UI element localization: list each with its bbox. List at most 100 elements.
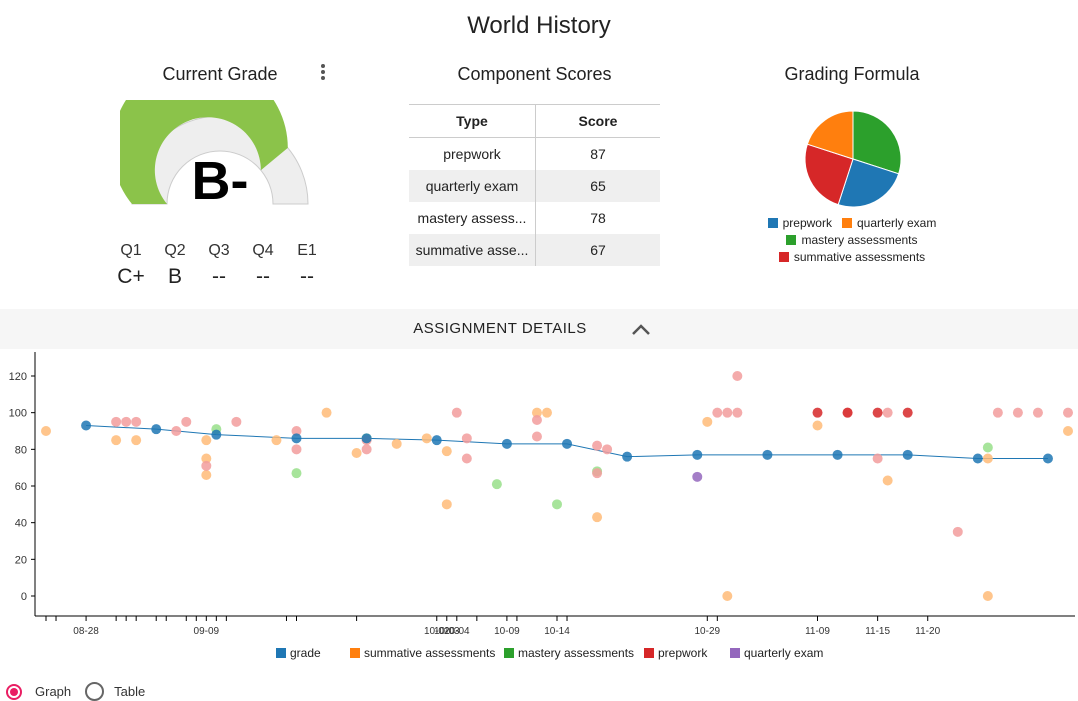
data-point[interactable] xyxy=(842,407,853,418)
grade-point[interactable] xyxy=(81,420,92,431)
pie-slice-quarterly-exam[interactable] xyxy=(806,110,854,160)
chevron-up-icon[interactable] xyxy=(630,322,652,338)
legend-label[interactable]: quarterly exam xyxy=(744,646,823,660)
data-point[interactable] xyxy=(732,371,743,381)
grade-point[interactable] xyxy=(1042,453,1053,464)
data-point[interactable] xyxy=(882,407,893,418)
data-point[interactable] xyxy=(1063,426,1073,436)
data-point[interactable] xyxy=(982,453,993,464)
data-point[interactable] xyxy=(712,407,723,418)
data-point[interactable] xyxy=(121,416,132,427)
grade-point[interactable] xyxy=(902,449,913,460)
legend-label[interactable]: prepwork xyxy=(658,646,708,660)
table-radio-label: Table xyxy=(114,684,146,699)
grade-point[interactable] xyxy=(832,449,843,460)
data-point[interactable] xyxy=(552,499,562,510)
data-point[interactable] xyxy=(351,448,362,458)
data-point[interactable] xyxy=(491,479,502,490)
data-point[interactable] xyxy=(41,426,51,436)
data-point[interactable] xyxy=(201,470,212,480)
data-point[interactable] xyxy=(271,435,282,446)
data-point[interactable] xyxy=(531,407,542,418)
data-point[interactable] xyxy=(461,433,472,444)
data-point[interactable] xyxy=(291,444,302,455)
data-point[interactable] xyxy=(602,444,613,455)
grade-point[interactable] xyxy=(151,424,162,435)
legend-label[interactable]: mastery assessments xyxy=(518,646,634,660)
quarter-value: C+ xyxy=(117,265,145,288)
data-point[interactable] xyxy=(702,416,713,427)
data-point[interactable] xyxy=(692,471,703,482)
data-point[interactable] xyxy=(812,420,823,431)
graph-radio[interactable] xyxy=(6,683,22,700)
grade-point[interactable] xyxy=(361,433,372,444)
data-point[interactable] xyxy=(461,453,472,464)
data-point[interactable] xyxy=(391,438,402,449)
grade-point[interactable] xyxy=(762,449,773,460)
data-point[interactable] xyxy=(181,416,192,427)
data-point[interactable] xyxy=(1032,407,1043,418)
data-point[interactable] xyxy=(722,407,733,418)
data-point[interactable] xyxy=(1063,407,1073,418)
grade-point[interactable] xyxy=(692,449,703,460)
data-point[interactable] xyxy=(201,460,212,471)
table-header-row: Type Score xyxy=(409,104,660,138)
data-point[interactable] xyxy=(541,407,552,418)
data-point[interactable] xyxy=(872,453,883,464)
data-point[interactable] xyxy=(111,416,122,427)
column-header-score[interactable]: Score xyxy=(535,104,660,138)
assignment-details-bar[interactable] xyxy=(0,309,1078,349)
data-point[interactable] xyxy=(872,407,883,418)
pie-slice-mastery-assessments[interactable] xyxy=(852,110,902,175)
data-point[interactable] xyxy=(992,407,1003,418)
data-point[interactable] xyxy=(291,468,302,479)
data-point[interactable] xyxy=(722,591,733,601)
pie-slice-summative-assessments[interactable] xyxy=(804,143,854,206)
data-point[interactable] xyxy=(882,475,893,486)
pie-slice-prepwork[interactable] xyxy=(837,158,900,208)
data-point[interactable] xyxy=(421,433,432,444)
data-point[interactable] xyxy=(171,426,182,436)
data-point[interactable] xyxy=(321,407,332,418)
x-tick-label: 10-14 xyxy=(544,626,570,637)
legend-label[interactable]: grade xyxy=(290,646,321,660)
data-point[interactable] xyxy=(902,407,913,418)
legend-label[interactable]: summative assessments xyxy=(364,646,495,660)
data-point[interactable] xyxy=(131,416,142,427)
data-point[interactable] xyxy=(111,435,122,446)
component-scores-title: Component Scores xyxy=(457,64,612,84)
data-point[interactable] xyxy=(531,431,542,442)
grade-point[interactable] xyxy=(211,429,222,440)
table-radio[interactable] xyxy=(85,682,105,701)
data-point[interactable] xyxy=(361,444,372,455)
data-point[interactable] xyxy=(812,407,823,418)
quarter-grade-q4: Q4 -- xyxy=(245,242,281,289)
column-header-type[interactable]: Type xyxy=(409,104,536,138)
data-point[interactable] xyxy=(131,435,142,446)
quarter-value: -- xyxy=(300,265,314,288)
grade-point[interactable] xyxy=(291,433,302,444)
data-point[interactable] xyxy=(201,453,212,464)
data-point[interactable] xyxy=(982,442,993,453)
grade-point[interactable] xyxy=(972,453,983,464)
chart-legend: grade summative assessments mastery assess… xyxy=(276,646,823,660)
data-point[interactable] xyxy=(952,526,963,537)
data-point[interactable] xyxy=(592,468,603,479)
data-point[interactable] xyxy=(592,440,603,451)
data-point[interactable] xyxy=(982,591,993,601)
data-point[interactable] xyxy=(592,512,603,523)
data-point[interactable] xyxy=(441,446,452,457)
more-vert-icon[interactable] xyxy=(316,62,330,82)
data-point[interactable] xyxy=(441,499,452,510)
data-point[interactable] xyxy=(201,435,212,446)
data-point[interactable] xyxy=(531,415,542,425)
data-point[interactable] xyxy=(451,407,462,418)
data-point[interactable] xyxy=(231,416,242,427)
grade-point[interactable] xyxy=(501,438,512,449)
grade-point[interactable] xyxy=(562,438,573,449)
data-point[interactable] xyxy=(291,426,302,436)
data-point[interactable] xyxy=(1012,407,1023,418)
data-point[interactable] xyxy=(732,407,743,418)
grade-point[interactable] xyxy=(431,435,442,446)
grade-point[interactable] xyxy=(622,451,633,462)
